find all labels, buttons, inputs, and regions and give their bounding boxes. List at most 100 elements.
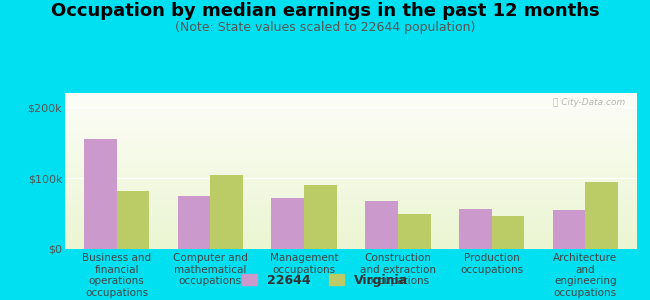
Bar <box>65 237 637 238</box>
Bar <box>65 123 637 124</box>
Bar <box>65 235 637 236</box>
Bar <box>65 195 637 196</box>
Bar <box>65 198 637 199</box>
Bar <box>177 196 211 249</box>
Bar <box>65 145 637 146</box>
Bar <box>65 104 637 105</box>
Bar <box>65 94 637 95</box>
Bar <box>65 116 637 117</box>
Bar <box>65 96 637 97</box>
Bar <box>65 112 637 113</box>
Bar <box>65 144 637 145</box>
Bar <box>65 169 637 170</box>
Bar <box>65 166 637 167</box>
Bar <box>65 222 637 223</box>
Bar <box>65 187 637 188</box>
Bar <box>65 146 637 147</box>
Bar <box>491 216 525 249</box>
Bar <box>65 111 637 112</box>
Bar <box>65 217 637 218</box>
Bar <box>65 191 637 192</box>
Bar <box>65 181 637 182</box>
Bar <box>65 131 637 132</box>
Bar <box>65 124 637 125</box>
Bar <box>65 177 637 178</box>
Bar <box>65 108 637 109</box>
Bar <box>65 183 637 184</box>
Bar <box>65 133 637 134</box>
Bar <box>65 201 637 202</box>
Bar <box>65 103 637 104</box>
Bar <box>65 120 637 121</box>
Bar <box>65 245 637 246</box>
Bar <box>65 220 637 221</box>
Bar <box>65 110 637 111</box>
Bar <box>65 129 637 130</box>
Bar <box>65 247 637 248</box>
Bar <box>65 210 637 211</box>
Bar <box>65 233 637 234</box>
Bar <box>65 228 637 229</box>
Bar <box>65 154 637 155</box>
Bar <box>65 207 637 208</box>
Bar <box>65 192 637 193</box>
Bar <box>65 139 637 140</box>
Bar <box>65 178 637 179</box>
Bar <box>65 143 637 144</box>
Bar <box>65 208 637 209</box>
Bar <box>65 223 637 224</box>
Bar <box>65 127 637 128</box>
Bar <box>65 203 637 204</box>
Bar <box>65 172 637 173</box>
Bar <box>65 231 637 232</box>
Bar <box>65 122 637 123</box>
Bar <box>65 243 637 244</box>
Bar <box>65 113 637 114</box>
Bar <box>65 101 637 102</box>
Bar <box>65 224 637 225</box>
Bar <box>65 161 637 162</box>
Bar <box>211 175 243 249</box>
Bar <box>84 139 116 249</box>
Bar <box>65 165 637 166</box>
Bar <box>65 128 637 129</box>
Bar <box>65 174 637 175</box>
Bar <box>65 219 637 220</box>
Bar <box>65 148 637 149</box>
Bar <box>65 160 637 161</box>
Bar <box>65 193 637 194</box>
Bar <box>65 227 637 228</box>
Bar <box>65 176 637 177</box>
Bar <box>459 208 491 249</box>
Bar <box>65 214 637 215</box>
Bar <box>65 156 637 157</box>
Bar <box>304 185 337 249</box>
Bar <box>65 150 637 151</box>
Bar <box>65 170 637 171</box>
Bar <box>65 158 637 159</box>
Bar <box>65 186 637 187</box>
Bar <box>65 204 637 205</box>
Bar <box>65 102 637 103</box>
Bar <box>65 242 637 243</box>
Bar <box>65 141 637 142</box>
Bar <box>271 198 304 249</box>
Bar <box>65 175 637 176</box>
Bar <box>65 137 637 138</box>
Bar <box>65 126 637 127</box>
Bar <box>65 188 637 189</box>
Bar <box>65 147 637 148</box>
Bar <box>65 199 637 200</box>
Bar <box>65 209 637 210</box>
Bar <box>65 157 637 158</box>
Bar <box>65 114 637 115</box>
Bar <box>65 117 637 118</box>
Bar <box>65 197 637 198</box>
Bar <box>65 169 637 170</box>
Bar <box>65 173 637 174</box>
Bar <box>65 142 637 143</box>
Bar <box>65 138 637 139</box>
Bar <box>65 215 637 216</box>
Bar <box>65 167 637 168</box>
Bar <box>65 239 637 240</box>
